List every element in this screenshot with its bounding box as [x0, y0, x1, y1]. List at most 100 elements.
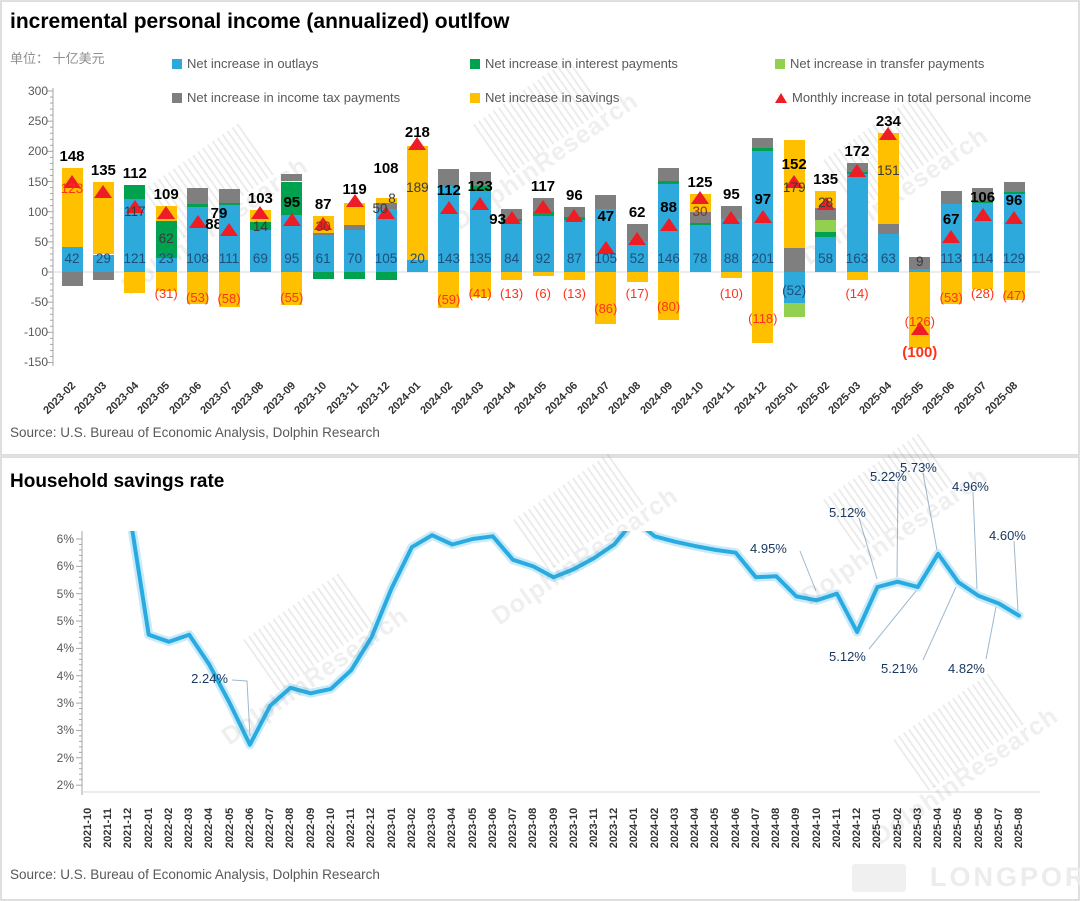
income-triangle-icon [502, 211, 521, 225]
line-annotation-label: 2.24% [191, 671, 228, 686]
income-triangle-icon [125, 200, 144, 214]
bar-segment-label: 58 [818, 251, 834, 267]
annotation-leader-line [972, 491, 978, 590]
bar-segment-g [155, 220, 177, 259]
line-x-label: 2022-06 [243, 807, 256, 849]
bar-segment-b [406, 259, 428, 272]
bar-segment-label: 52 [629, 251, 645, 267]
bar-chart-title: incremental personal income (annualized)… [10, 10, 510, 33]
line-x-label: 2022-09 [304, 807, 317, 849]
bar-segment-gy [815, 208, 837, 221]
legend-item: Net increase in income tax payments [172, 90, 400, 106]
bar-total-label: 172 [844, 143, 870, 161]
bar-segment-neg-l [783, 303, 805, 318]
line-x-label: 2024-07 [749, 807, 762, 849]
bar-segment-neg-y [281, 272, 303, 306]
bar-y-axis-label: 150 [27, 174, 48, 189]
bar-negative-label: (55) [280, 290, 304, 306]
bar-y-axis-label: 50 [34, 234, 48, 249]
line-y-axis-label: 2% [56, 750, 74, 765]
bar-segment-g [218, 203, 240, 206]
bar-segment-neg-y [720, 272, 742, 279]
bar-segment-gy [375, 202, 397, 209]
bar-total-label: 87 [314, 196, 332, 214]
line-annotation-label: 4.96% [952, 479, 989, 494]
annotation-leader-line [896, 481, 899, 578]
bar-y-axis-label: -100 [23, 325, 48, 340]
annotation-leader-line [868, 590, 917, 650]
bar-y-axis-label: 100 [27, 204, 48, 219]
line-x-label: 2024-12 [851, 807, 864, 849]
bar-negative-label: (10) [719, 286, 743, 301]
bar-segment-y [783, 140, 805, 249]
bar-segment-b [563, 219, 585, 272]
bar-segment-gy [909, 256, 931, 269]
legend-label: Net increase in savings [485, 90, 620, 105]
bar-segment-neg-y [563, 272, 585, 280]
line-annotation-label: 4.95% [750, 541, 787, 556]
line-x-label: 2023-01 [385, 807, 398, 849]
legend-label: Net increase in income tax payments [187, 90, 401, 105]
bar-segment-label: 14 [252, 218, 268, 234]
line-annotation-label: 5.22% [870, 469, 907, 484]
bar-segment-label: 123 [60, 180, 84, 196]
income-triangle-icon [691, 191, 709, 205]
bar-negative-label: (14) [845, 286, 869, 301]
line-x-label: 2023-12 [608, 807, 621, 849]
legend-swatch-icon [172, 93, 182, 103]
bar-segment-gy [218, 189, 240, 204]
income-triangle-icon [910, 322, 929, 336]
bar-segment-label: 61 [315, 251, 331, 267]
bar-segment-neg-y [501, 272, 523, 280]
bar-segment-neg-gy [61, 272, 83, 287]
line-x-label: 2023-02 [405, 807, 418, 849]
triangle-marker-icon [775, 93, 787, 103]
bar-segment-g [972, 200, 994, 204]
line-x-label: 2025-06 [972, 807, 985, 849]
income-triangle-icon [157, 206, 176, 220]
line-y-axis-label: 3% [56, 696, 74, 711]
bar-segment-gy [469, 172, 491, 187]
income-triangle-icon [471, 196, 490, 210]
bar-segment-neg-b [783, 272, 805, 304]
bar-segment-b [469, 190, 491, 272]
bar-segment-g [281, 181, 303, 215]
bar-segment-label: 111 [218, 251, 240, 267]
bar-segment-y [375, 197, 397, 203]
annotation-leader-line [231, 679, 251, 737]
bar-segment-label: 117 [124, 203, 146, 219]
line-x-label: 2023-04 [446, 807, 459, 849]
bar-segment-gy [877, 223, 899, 234]
income-triangle-icon [188, 214, 207, 228]
bar-segment-b [720, 218, 742, 272]
income-triangle-icon [722, 210, 741, 224]
income-triangle-icon [785, 174, 804, 188]
bar-segment-label: 95 [284, 251, 300, 267]
bar-segment-neg-y [187, 272, 209, 304]
bar-segment-g [658, 180, 680, 184]
bar-segment-g [752, 148, 774, 151]
bar-segment-b [815, 237, 837, 272]
bar-total-label: 106 [970, 188, 996, 206]
bar-total-label: 88 [205, 216, 222, 233]
savings-rate-line-group [127, 531, 1024, 750]
legend-item: Monthly increase in total personal incom… [775, 90, 1031, 106]
income-triangle-icon [220, 222, 238, 236]
bar-total-label: 95 [283, 193, 301, 211]
income-triangle-icon [408, 137, 427, 151]
line-x-label: 2023-10 [567, 807, 580, 849]
line-x-label: 2024-05 [709, 807, 722, 849]
income-triangle-icon [596, 240, 615, 254]
bar-segment-g [469, 186, 491, 191]
bar-total-label: 125 [687, 173, 713, 191]
bar-segment-neg-y [658, 272, 680, 321]
bar-segment-g [187, 204, 209, 207]
bar-segment-gy [595, 194, 617, 209]
legend-label: Monthly increase in total personal incom… [792, 90, 1032, 105]
line-x-label: 2024-01 [628, 807, 641, 849]
income-triangle-icon [848, 163, 866, 177]
income-triangle-icon [534, 199, 552, 213]
line-x-label: 2023-03 [426, 807, 439, 849]
